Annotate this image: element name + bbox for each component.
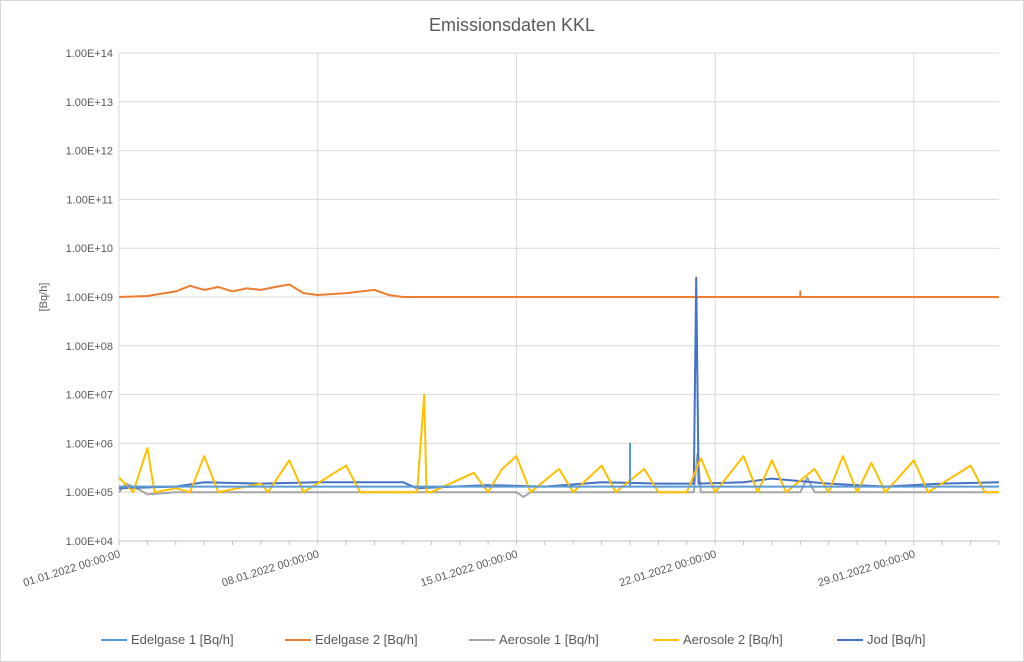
y-tick-label: 1.00E+10	[66, 243, 113, 255]
legend-label: Jod [Bq/h]	[867, 632, 926, 647]
y-axis-label: [Bq/h]	[38, 283, 50, 312]
y-tick-label: 1.00E+05	[66, 487, 113, 499]
x-tick-label: 08.01.2022 00:00:00	[221, 548, 321, 589]
y-tick-label: 1.00E+08	[66, 341, 113, 353]
legend-label: Aerosole 1 [Bq/h]	[499, 632, 599, 647]
x-tick-label: 15.01.2022 00:00:00	[419, 548, 519, 589]
series-line-2	[118, 283, 999, 298]
series-line-3	[118, 453, 999, 498]
y-tick-label: 1.00E+14	[66, 48, 113, 60]
y-tick-label: 1.00E+11	[66, 194, 113, 206]
y-tick-label: 1.00E+09	[66, 292, 113, 304]
x-tick-label: 22.01.2022 00:00:00	[618, 548, 718, 589]
x-tick-labels: 01.01.2022 00:00:00 08.01.2022 00:00:00 15…	[22, 548, 917, 589]
series-line-5	[118, 276, 1000, 490]
y-tick-label: 1.00E+06	[66, 438, 113, 450]
y-tick-label: 1.00E+12	[66, 146, 113, 158]
legend-label: Edelgase 2 [Bq/h]	[315, 632, 418, 647]
legend-label: Aerosole 2 [Bq/h]	[683, 632, 783, 647]
legend-label: Edelgase 1 [Bq/h]	[131, 632, 234, 647]
legend: Edelgase 1 [Bq/h] Edelgase 2 [Bq/h] Aeroso…	[101, 632, 926, 647]
x-tick-label: 01.01.2022 00:00:00	[22, 548, 122, 589]
x-tick-label: 29.01.2022 00:00:00	[817, 548, 917, 589]
y-tick-label: 1.00E+04	[66, 536, 113, 548]
y-tick-labels: 1.00E+04 1.00E+05 1.00E+06 1.00E+07 1.00E+08…	[66, 48, 113, 548]
series-layer	[118, 276, 1000, 498]
y-tick-label: 1.00E+13	[66, 97, 113, 109]
chart-title: Emissionsdaten KKL	[429, 15, 595, 35]
series-line-1	[119, 442, 999, 488]
y-tick-label: 1.00E+07	[66, 390, 113, 402]
